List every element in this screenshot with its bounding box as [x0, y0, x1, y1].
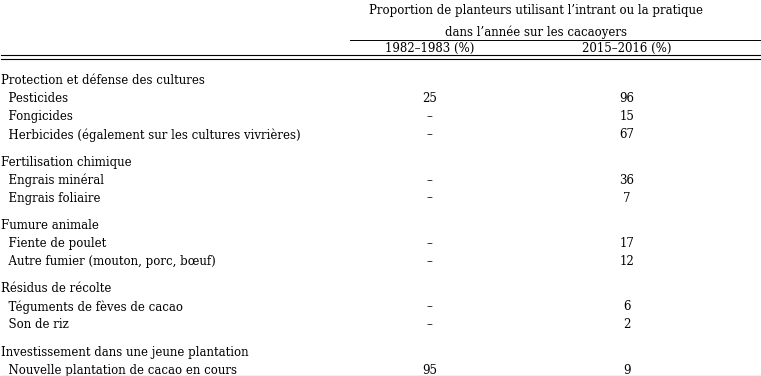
Text: –: – [427, 128, 433, 141]
Text: Résidus de récolte: Résidus de récolte [2, 282, 112, 296]
Text: dans l’année sur les cacaoyers: dans l’année sur les cacaoyers [445, 26, 627, 39]
Text: 6: 6 [623, 300, 631, 313]
Text: Fongicides: Fongicides [2, 110, 73, 123]
Text: 36: 36 [619, 174, 635, 186]
Text: 95: 95 [422, 364, 438, 376]
Text: 12: 12 [619, 255, 635, 268]
Text: Fertilisation chimique: Fertilisation chimique [2, 156, 132, 169]
Text: 9: 9 [623, 364, 631, 376]
Text: Autre fumier (mouton, porc, bœuf): Autre fumier (mouton, porc, bœuf) [2, 255, 216, 268]
Text: Fiente de poulet: Fiente de poulet [2, 237, 107, 250]
Text: Protection et défense des cultures: Protection et défense des cultures [2, 74, 205, 88]
Text: –: – [427, 300, 433, 313]
Text: Herbicides (également sur les cultures vivrières): Herbicides (également sur les cultures v… [2, 128, 301, 142]
Text: Pesticides: Pesticides [2, 92, 68, 105]
Text: 2015–2016 (%): 2015–2016 (%) [582, 42, 672, 55]
Text: 17: 17 [619, 237, 635, 250]
Text: –: – [427, 255, 433, 268]
Text: 67: 67 [619, 128, 635, 141]
Text: –: – [427, 192, 433, 205]
Text: Engrais foliaire: Engrais foliaire [2, 192, 101, 205]
Text: Investissement dans une jeune plantation: Investissement dans une jeune plantation [2, 346, 249, 359]
Text: 7: 7 [623, 192, 631, 205]
Text: 1982–1983 (%): 1982–1983 (%) [385, 42, 474, 55]
Text: 15: 15 [619, 110, 635, 123]
Text: Son de riz: Son de riz [2, 318, 69, 331]
Text: 96: 96 [619, 92, 635, 105]
Text: Fumure animale: Fumure animale [2, 219, 99, 232]
Text: Téguments de fèves de cacao: Téguments de fèves de cacao [2, 300, 183, 314]
Text: –: – [427, 237, 433, 250]
Text: Nouvelle plantation de cacao en cours: Nouvelle plantation de cacao en cours [2, 364, 237, 376]
Text: –: – [427, 174, 433, 186]
Text: Proportion de planteurs utilisant l’intrant ou la pratique: Proportion de planteurs utilisant l’intr… [369, 5, 703, 17]
Text: Engrais minéral: Engrais minéral [2, 174, 104, 187]
Text: 25: 25 [422, 92, 438, 105]
Text: –: – [427, 110, 433, 123]
Text: 2: 2 [623, 318, 631, 331]
Text: –: – [427, 318, 433, 331]
